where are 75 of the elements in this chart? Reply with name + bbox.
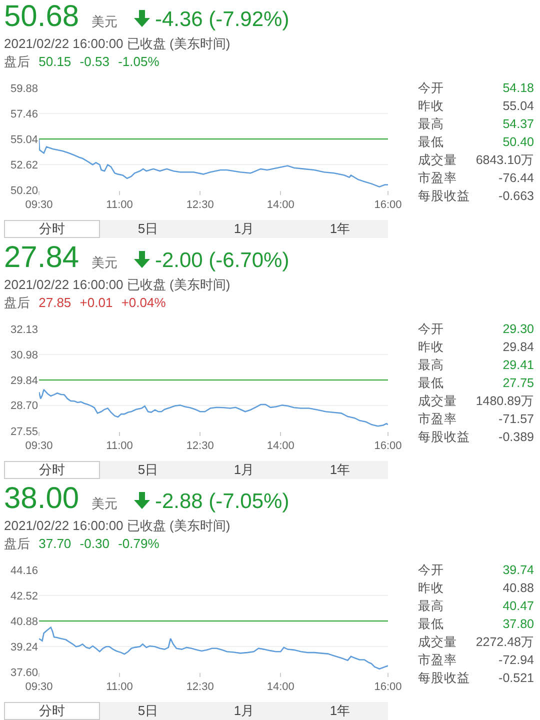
text: 市盈率 -76.44 [418, 171, 534, 185]
line-series [39, 138, 388, 188]
text: 最低 37.80 [418, 617, 534, 631]
text: 最低 50.40 [418, 135, 534, 149]
text: 市盈率 -71.57 [418, 412, 534, 426]
x-tick-label: 14:00 [266, 440, 294, 452]
text: 最高 54.37 [418, 117, 534, 131]
text: 盘后 27.85 +0.01 +0.04% [4, 295, 166, 310]
x-tick-label: 11:00 [106, 199, 133, 212]
tab: 1年 [292, 702, 388, 720]
x-tick-label: 09:30 [25, 440, 53, 452]
line-series [39, 626, 388, 670]
text: 成交量 6843.10万 [418, 153, 534, 167]
y-tick-label: 55.04 [10, 134, 38, 146]
y-tick-label: 27.55 [10, 426, 38, 438]
text: 最低 27.75 [418, 376, 534, 390]
chart-subtitle: 2021/02/22 16:00:00 已收盘 (美东时间) [4, 277, 230, 293]
y-tick-label: 42.52 [10, 590, 38, 602]
tab: 分时 [4, 461, 100, 479]
x-tick-label: 09:30 [25, 681, 53, 694]
text: 昨收 29.84 [418, 340, 534, 354]
x-tick-label: 12:30 [186, 199, 214, 212]
x-tick-label: 11:00 [106, 440, 133, 452]
x-tick-label: 11:00 [106, 681, 133, 694]
text: 成交量 1480.89万 [418, 394, 534, 408]
tab: 5日 [100, 461, 196, 479]
tab: 1月 [196, 702, 292, 720]
text: 昨收 40.88 [418, 581, 534, 595]
chart-title: 38.00 美元 -2.88 (-7.05%) [4, 482, 290, 515]
chart-title: 27.84 美元 -2.00 (-6.70%) [4, 241, 290, 274]
text: 盘后 37.70 -0.30 -0.79% [4, 536, 160, 551]
y-tick-label: 44.16 [10, 564, 38, 577]
text: 昨收 55.04 [418, 99, 534, 113]
chart-subtitle: 2021/02/22 16:00:00 已收盘 (美东时间) [4, 36, 230, 52]
text: 市盈率 -72.94 [418, 653, 534, 667]
text: 今开 29.30 [418, 322, 534, 336]
x-tick-label: 14:00 [266, 681, 294, 694]
tab: 5日 [100, 220, 196, 238]
line-series [39, 388, 388, 427]
y-tick-label: 57.46 [10, 108, 38, 120]
x-tick-label: 16:00 [374, 681, 402, 694]
y-tick-label: 59.88 [10, 82, 38, 95]
x-tick-label: 16:00 [374, 440, 402, 452]
x-tick-label: 14:00 [266, 199, 294, 212]
text: 成交量 2272.48万 [418, 635, 534, 649]
text: 每股收益 -0.389 [418, 430, 534, 444]
tab: 1月 [196, 220, 292, 238]
y-tick-label: 40.88 [10, 616, 38, 628]
text: 每股收益 -0.663 [418, 189, 534, 203]
y-tick-label: 29.84 [10, 374, 38, 387]
tab: 1年 [292, 461, 388, 479]
chart-title: 50.68 美元 -4.36 (-7.92%) [4, 0, 290, 33]
x-tick-label: 12:30 [186, 440, 214, 452]
x-tick-label: 12:30 [186, 681, 214, 694]
y-tick-label: 37.60 [10, 666, 38, 679]
y-tick-label: 30.98 [10, 349, 38, 362]
chart-subtitle: 2021/02/22 16:00:00 已收盘 (美东时间) [4, 518, 230, 534]
text: 最高 29.41 [418, 358, 534, 372]
text: 每股收益 -0.521 [418, 671, 534, 685]
y-tick-label: 39.24 [10, 641, 38, 654]
tab: 1年 [292, 220, 388, 238]
tab: 分时 [4, 220, 100, 238]
x-tick-label: 09:30 [25, 199, 53, 212]
y-tick-label: 50.20 [10, 184, 38, 197]
text: 今开 54.18 [418, 81, 534, 95]
y-tick-label: 32.13 [10, 324, 38, 336]
text: 今开 39.74 [418, 563, 534, 577]
tab: 分时 [4, 702, 100, 720]
y-tick-label: 28.70 [10, 400, 38, 412]
tab: 1月 [196, 461, 292, 479]
text: 盘后 50.15 -0.53 -1.05% [4, 54, 160, 69]
x-tick-label: 16:00 [374, 199, 402, 212]
text: 最高 40.47 [418, 599, 534, 613]
y-tick-label: 52.62 [10, 159, 38, 172]
tab: 5日 [100, 702, 196, 720]
